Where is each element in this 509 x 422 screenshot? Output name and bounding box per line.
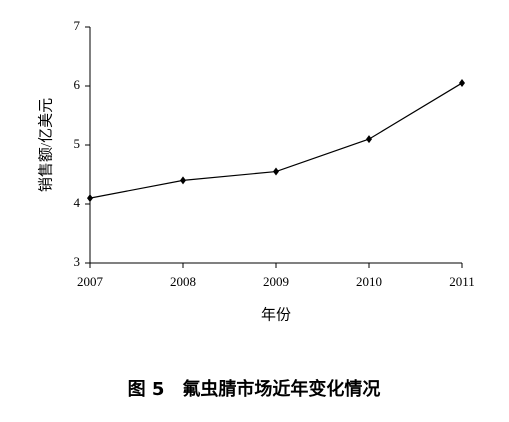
marker	[366, 135, 372, 144]
x-tick-label: 2009	[263, 274, 289, 289]
y-tick-label: 5	[74, 136, 81, 151]
y-tick-label: 7	[74, 18, 81, 33]
x-axis-label: 年份	[261, 306, 291, 323]
marker	[273, 167, 279, 176]
x-tick-label: 2008	[170, 274, 196, 289]
y-tick-label: 3	[74, 254, 81, 269]
x-tick-label: 2007	[77, 274, 104, 289]
line	[89, 82, 463, 199]
caption: 图 5 氟虫腈市场近年变化情况	[128, 378, 381, 400]
y-tick-label: 4	[74, 195, 81, 210]
marker	[459, 79, 465, 88]
x-tick-label: 2011	[449, 274, 475, 289]
marker	[180, 176, 186, 185]
y-tick-label: 6	[74, 77, 81, 92]
marker	[87, 194, 93, 203]
y-axis-label: 销售额/亿美元	[37, 98, 54, 192]
x-tick-label: 2010	[356, 274, 382, 289]
